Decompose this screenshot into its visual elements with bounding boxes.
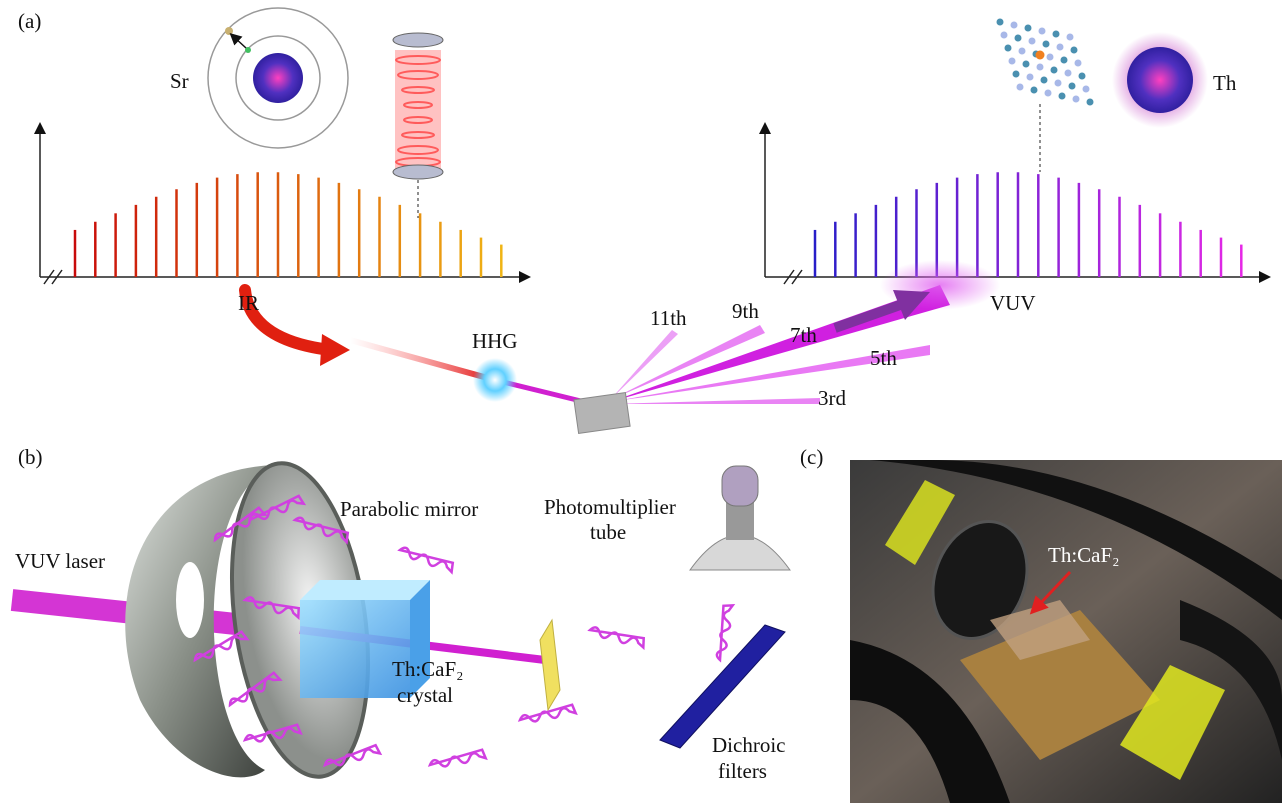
lattice-atom	[1026, 73, 1034, 81]
lattice-atom	[1024, 24, 1032, 32]
lattice-atom	[1018, 47, 1026, 55]
lattice-atom	[1036, 63, 1044, 71]
pmt	[689, 465, 791, 571]
filter-label: Dichroic filters	[712, 733, 785, 783]
frequency-combs	[34, 122, 1271, 285]
lattice-atom	[1040, 76, 1048, 84]
lattice-atom	[1022, 60, 1030, 68]
crystal-label: Th:CaF₂ crystal	[392, 657, 464, 707]
lattice-atom	[1008, 57, 1016, 65]
lattice-atom	[1012, 70, 1020, 78]
harmonic-label: 5th	[870, 346, 897, 370]
lattice-atom	[1060, 56, 1068, 64]
sr-atom	[207, 7, 349, 149]
crystal-cube	[300, 580, 430, 698]
panel-label: (c)	[800, 445, 823, 469]
lattice-atom	[1078, 72, 1086, 80]
panel-label: (b)	[18, 445, 43, 469]
lattice-atom	[1038, 27, 1046, 35]
lattice-atom	[1030, 86, 1038, 94]
wave-arrow	[427, 748, 488, 771]
ir-label: IR	[238, 291, 259, 315]
lattice-atom	[1066, 33, 1074, 41]
lattice-atom	[1086, 98, 1094, 106]
wave-arrow	[587, 622, 647, 650]
lattice-atom	[1068, 82, 1076, 90]
nucleus-label: Th	[1213, 71, 1237, 95]
harmonic-label: 9th	[732, 299, 759, 323]
harmonic-beams	[610, 260, 1000, 404]
crystal-lattice	[996, 18, 1094, 106]
harmonic-label: 7th	[790, 323, 817, 347]
lattice-atom	[1000, 31, 1008, 39]
lattice-atom	[1070, 46, 1078, 54]
lattice-atom	[996, 18, 1004, 26]
cavity	[392, 32, 444, 180]
lattice-atom	[1016, 83, 1024, 91]
lattice-atom	[1074, 59, 1082, 67]
lattice-atom	[1044, 89, 1052, 97]
lattice-atom	[1052, 30, 1060, 38]
lattice-atom	[1050, 66, 1058, 74]
vuv-label: VUV	[990, 291, 1036, 315]
lattice-atom	[1046, 53, 1054, 61]
hhg-label: HHG	[472, 329, 518, 353]
panel-label: (a)	[18, 9, 41, 33]
lattice-atom	[1042, 40, 1050, 48]
lattice-atom	[1054, 79, 1062, 87]
lattice-atom	[1004, 44, 1012, 52]
lattice-atom	[1056, 43, 1064, 51]
pmt-label: Photomultiplier tube	[544, 495, 676, 544]
wave-arrow	[712, 602, 735, 662]
lattice-atom	[1028, 37, 1036, 45]
atom-label: Sr	[170, 69, 189, 93]
mirror-label: Parabolic mirror	[340, 497, 478, 521]
lattice-atom	[1014, 34, 1022, 42]
lattice-atom	[1082, 85, 1090, 93]
lattice-atom	[1010, 21, 1018, 29]
lattice-atom	[1064, 69, 1072, 77]
laser-label: VUV laser	[15, 549, 105, 573]
harmonic-label: 3rd	[818, 386, 846, 410]
wave-arrow	[397, 543, 456, 575]
photo	[850, 460, 1282, 803]
dopant	[1035, 50, 1045, 60]
lattice-atom	[1058, 92, 1066, 100]
lattice-atom	[1072, 95, 1080, 103]
sample-label: Th:CaF₂	[1048, 543, 1120, 567]
harmonic-label: 11th	[650, 306, 687, 330]
